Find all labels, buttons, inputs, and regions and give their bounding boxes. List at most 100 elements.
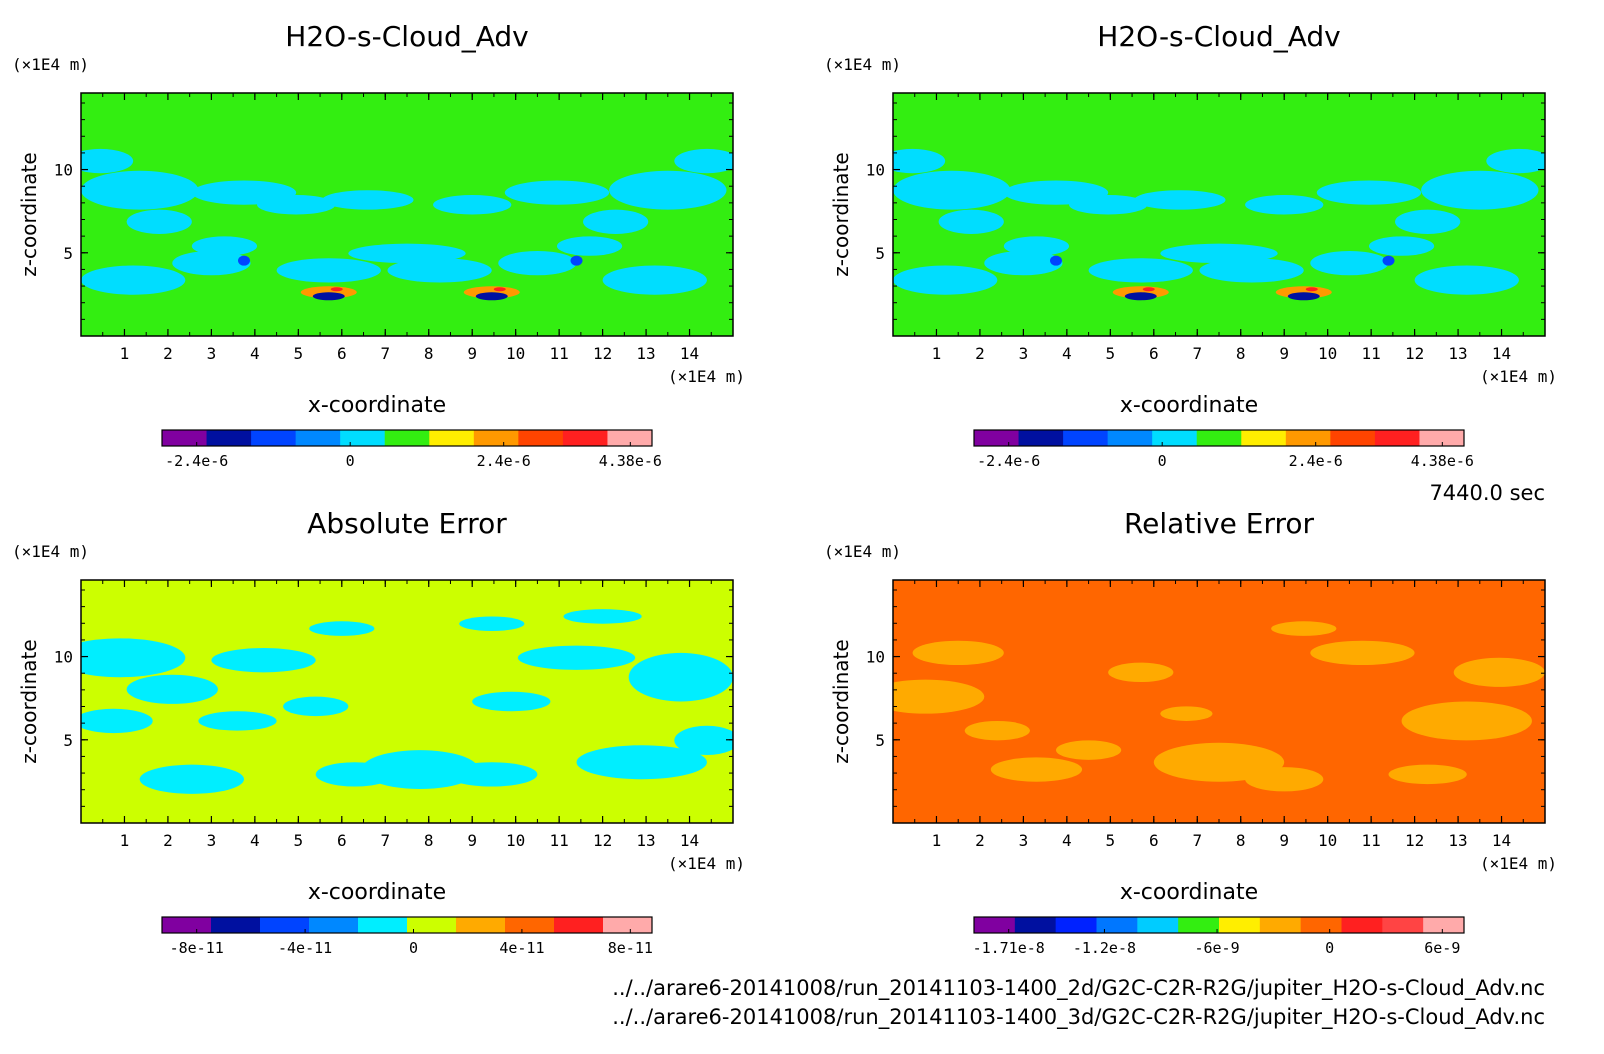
y-tick-label: 10 [54, 161, 73, 180]
y-tick-label: 10 [54, 648, 73, 667]
colorbar-swatch [309, 917, 359, 933]
contour-region [1316, 180, 1422, 205]
colorbar-swatch [1241, 430, 1287, 446]
colorbar-swatch [1419, 430, 1465, 446]
chart-title: H2O-s-Cloud_Adv [285, 20, 528, 53]
x-tick-label: 1 [932, 831, 942, 850]
colorbar-label: 8e-11 [608, 939, 653, 957]
contour-region [1401, 701, 1532, 741]
x-tick-label: 3 [1019, 831, 1029, 850]
colorbar-swatch [562, 430, 608, 446]
y-unit-label: (×1E4 m) [824, 542, 901, 561]
contour-region [139, 764, 244, 794]
contour-region [1108, 662, 1174, 683]
contour-region [556, 236, 623, 256]
x-tick-label: 12 [593, 344, 612, 363]
y-tick-label: 5 [875, 244, 885, 263]
colorbar-swatch [554, 917, 604, 933]
colorbar-label: -1.71e-8 [973, 939, 1045, 957]
contour-region [81, 148, 134, 174]
x-tick-label: 14 [680, 344, 699, 363]
x-tick-label: 14 [1492, 344, 1511, 363]
contour-region [1414, 265, 1519, 295]
contour-region [1160, 706, 1213, 721]
x-tick-label: 13 [636, 831, 655, 850]
contour-region [964, 720, 1030, 741]
contour-region [1395, 209, 1461, 234]
colorbar-swatch [1178, 917, 1220, 933]
contour-region [576, 745, 707, 780]
colorbar-frame [161, 429, 653, 447]
x-tick-label: 6 [1149, 831, 1159, 850]
x-tick-label: 6 [337, 831, 347, 850]
x-tick-label: 7 [380, 831, 390, 850]
x-unit-label: (×1E4 m) [1480, 854, 1557, 873]
contour-region [472, 691, 551, 712]
colorbar-label: -6e-9 [1194, 939, 1239, 957]
contour-region [1453, 657, 1545, 687]
contour-region [1245, 767, 1324, 792]
x-tick-label: 10 [1318, 344, 1337, 363]
y-unit-label: (×1E4 m) [824, 55, 901, 74]
x-tick-label: 13 [1448, 831, 1467, 850]
colorbar-swatch [295, 430, 341, 446]
contour-region [570, 255, 583, 266]
x-tick-label: 8 [1236, 831, 1246, 850]
x-tick-label: 11 [550, 344, 569, 363]
colorbar-swatch [1285, 430, 1331, 446]
x-tick-label: 8 [1236, 344, 1246, 363]
colorbar-swatch [1107, 430, 1153, 446]
x-tick-label: 13 [636, 344, 655, 363]
x-unit-label: (×1E4 m) [668, 854, 745, 873]
colorbar-swatch [1300, 917, 1342, 933]
x-tick-label: 7 [1192, 831, 1202, 850]
colorbar-frame [161, 916, 653, 934]
contour-region [1199, 258, 1304, 283]
contour-region [330, 287, 343, 292]
contour-region [198, 711, 277, 731]
field-structures [81, 609, 733, 794]
x-unit-label: (×1E4 m) [1480, 367, 1557, 386]
colorbar-label: 0 [1158, 452, 1167, 470]
colorbar-label: 4e-11 [499, 939, 544, 957]
x-tick-label: 11 [1362, 831, 1381, 850]
x-tick-label: 14 [680, 831, 699, 850]
colorbar-label: 6e-9 [1424, 939, 1460, 957]
colorbar-swatch [260, 917, 310, 933]
x-tick-label: 10 [506, 344, 525, 363]
contour-region [493, 287, 506, 292]
colorbar-swatch [607, 430, 653, 446]
contour-region [126, 674, 218, 704]
x-axis-label: x-coordinate [308, 393, 446, 418]
contour-region [563, 609, 642, 624]
contour-region [191, 236, 258, 256]
x-tick-label: 2 [163, 344, 173, 363]
colorbar-swatch [206, 430, 252, 446]
contour-region [1153, 742, 1285, 782]
contour-region [387, 258, 492, 283]
contour-region [1486, 148, 1545, 174]
x-tick-label: 10 [1318, 831, 1337, 850]
x-tick-label: 5 [1106, 344, 1116, 363]
x-axis-label: x-coordinate [1120, 393, 1258, 418]
panel-3: Absolute Error(×1E4 m)1 2 3 4 5 6 7 8 9 10 11 12 13 1… [12, 507, 745, 957]
x-tick-label: 7 [380, 344, 390, 363]
x-tick-label: 6 [337, 344, 347, 363]
colorbar-label: 2.4e-6 [1289, 452, 1343, 470]
colorbar-swatch [1152, 430, 1198, 446]
contour-region [309, 621, 375, 636]
contour-region [893, 679, 985, 714]
y-axis-label: z-coordinate [829, 152, 853, 276]
contour-region [674, 725, 733, 755]
contour-region [1310, 250, 1389, 276]
contour-region [1368, 236, 1435, 256]
contour-region [1305, 287, 1318, 292]
contour-region [984, 250, 1063, 276]
contour-region [361, 750, 479, 789]
colorbar-swatch [1137, 917, 1179, 933]
y-axis-label: z-coordinate [17, 639, 41, 763]
contour-region [81, 265, 186, 295]
colorbar-swatch [1055, 917, 1097, 933]
contour-region [1287, 292, 1320, 301]
contour-region [583, 209, 649, 234]
